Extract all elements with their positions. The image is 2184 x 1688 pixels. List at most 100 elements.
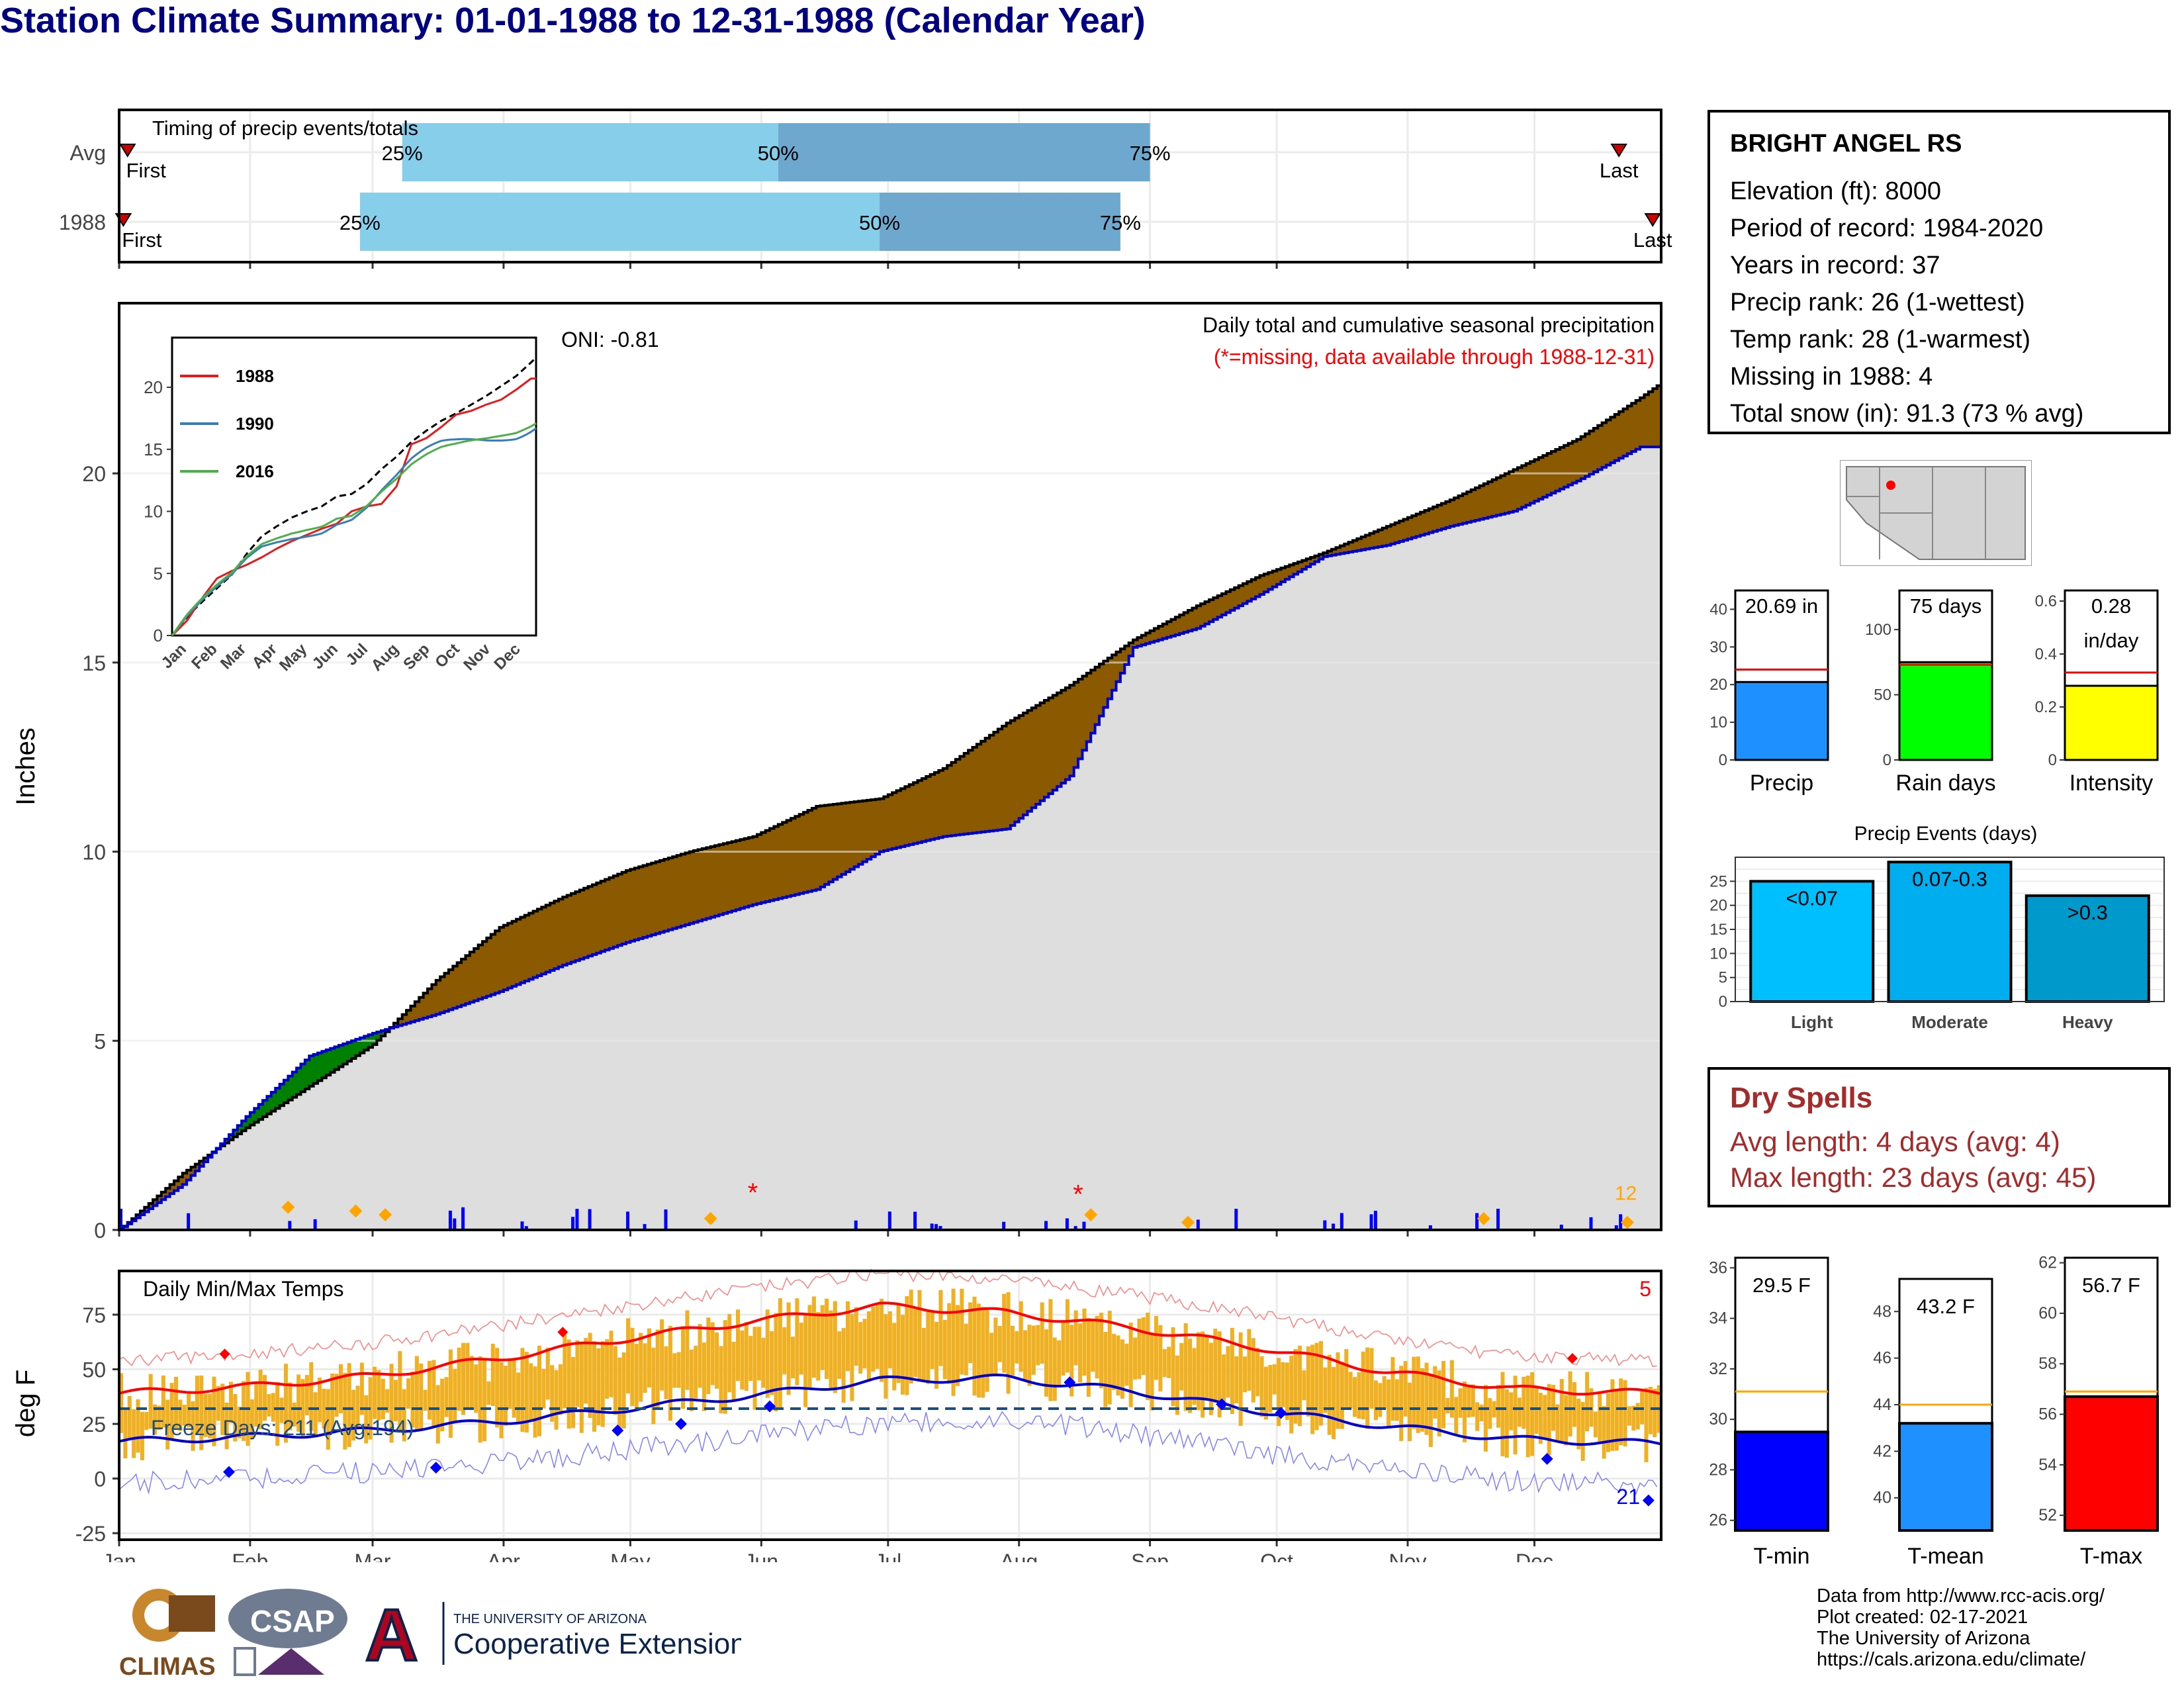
timing-panel-label: Timing of precip events/totals <box>152 117 418 140</box>
daily-temp-bar <box>900 1315 905 1395</box>
missing-caption: (*=missing, data available through 1988-… <box>1214 345 1655 369</box>
station-name: BRIGHT ANGEL RS <box>1730 130 1962 158</box>
daily-temp-bar <box>326 1389 330 1450</box>
daily-temp-bar <box>795 1298 799 1385</box>
daily-temp-bar <box>275 1382 280 1446</box>
daily-temp-bar <box>681 1326 686 1409</box>
timing-bar-25-50 <box>359 193 880 251</box>
record-low-marker <box>222 1466 235 1478</box>
daily-temp-bar <box>313 1392 318 1436</box>
daily-temp-bar <box>393 1380 398 1422</box>
daily-temp-bar <box>127 1395 132 1440</box>
daily-temp-bar <box>410 1371 415 1428</box>
daily-temp-bar <box>499 1362 504 1438</box>
daily-temp-bar <box>520 1348 525 1432</box>
daily-temp-bar <box>790 1336 795 1379</box>
daily-temp-bar <box>537 1345 541 1436</box>
daily-temp-bar <box>1255 1348 1260 1397</box>
daily-temp-bar <box>685 1310 690 1390</box>
avg-cumulative-line <box>119 383 1662 1231</box>
daily-temp-bar <box>613 1346 617 1415</box>
daily-precip-bar <box>187 1213 191 1230</box>
daily-temp-bar <box>453 1369 457 1422</box>
daily-temp-bar <box>866 1311 871 1382</box>
daily-temp-bar <box>740 1330 745 1390</box>
daily-precip-bar <box>1559 1225 1563 1230</box>
record-high-marker <box>557 1327 569 1338</box>
daily-precip-bar <box>520 1221 524 1230</box>
daily-temp-bar <box>621 1352 626 1429</box>
snow-marker <box>1620 1215 1634 1229</box>
daily-temp-bar <box>1103 1332 1108 1407</box>
credit-url: https://cals.arizona.edu/climate/ <box>1817 1649 2086 1670</box>
daily-temp-bar <box>153 1404 158 1435</box>
daily-temp-bar <box>1086 1317 1091 1397</box>
daily-precip-bar <box>461 1207 465 1230</box>
daily-temp-bar <box>1390 1357 1395 1421</box>
daily-precip-bar <box>1475 1213 1479 1230</box>
daily-temp-bar <box>871 1307 876 1372</box>
timing-pct-label: 25% <box>382 142 423 165</box>
daily-temp-bar <box>516 1372 521 1424</box>
summary-bar-ytick-label: 50 <box>1874 686 1891 704</box>
daily-temp-bar <box>373 1366 377 1419</box>
daily-temp-bar <box>1441 1360 1446 1429</box>
daily-temp-bar <box>563 1330 567 1409</box>
daily-temp-bar <box>1543 1395 1547 1438</box>
daily-temp-bar <box>985 1310 989 1392</box>
daily-temp-bar <box>1205 1336 1209 1399</box>
daily-temp-bar <box>1525 1376 1530 1458</box>
temp-bar-ytick-label: 32 <box>1709 1360 1727 1378</box>
daily-temp-bar <box>1162 1349 1167 1378</box>
daily-temp-bar <box>173 1376 178 1430</box>
daily-temp-bar <box>1555 1404 1560 1442</box>
daily-temp-bar <box>1175 1355 1179 1415</box>
temp-ytick-label: 50 <box>82 1358 106 1382</box>
daily-temp-bar <box>1373 1380 1378 1421</box>
arizona-locator-map <box>1840 460 2032 566</box>
daily-temp-bar <box>837 1331 842 1379</box>
first-event-marker <box>118 144 136 158</box>
daily-temp-bar <box>338 1364 343 1414</box>
daily-temp-bar <box>182 1405 187 1426</box>
daily-temp-bar <box>1222 1354 1226 1409</box>
daily-precip-bar <box>913 1211 917 1230</box>
daily-precip-bar <box>119 1208 122 1230</box>
precip-lower-fill <box>119 447 1661 1230</box>
daily-temp-bar <box>428 1360 432 1420</box>
daily-temp-bar <box>782 1327 787 1375</box>
daily-temp-bar <box>976 1303 981 1398</box>
daily-temp-bar <box>1002 1293 1007 1373</box>
daily-temp-bar <box>322 1388 326 1429</box>
events-frame <box>1735 857 2165 1002</box>
temp-ytick-label: 25 <box>82 1413 106 1436</box>
daily-temp-bar <box>178 1399 183 1431</box>
daily-temp-bar <box>423 1389 428 1411</box>
timing-pct-label: 75% <box>1130 142 1171 165</box>
timing-pct-label: 25% <box>340 211 381 234</box>
precip-rank-line: Precip rank: 26 (1-wettest) <box>1730 289 2025 316</box>
daily-precip-bar <box>453 1218 457 1230</box>
daily-temp-bar <box>664 1346 668 1399</box>
daily-temp-bars <box>119 1288 1661 1462</box>
daily-temp-bar <box>267 1394 271 1417</box>
record-low-marker <box>1275 1407 1287 1419</box>
daily-temp-bar <box>816 1312 821 1381</box>
daily-temp-bar <box>1268 1364 1273 1413</box>
precip-ytick-label: 10 <box>82 841 106 865</box>
daily-temp-bar <box>157 1405 161 1430</box>
daily-temp-bar <box>233 1394 238 1442</box>
summary-bar <box>1734 680 1829 761</box>
daily-temp-bar <box>1416 1356 1420 1433</box>
record-low-marker <box>430 1462 442 1474</box>
events-ytick-label: 15 <box>1709 921 1727 939</box>
daily-temp-bar <box>1619 1378 1623 1446</box>
csap-logo-text: CSAP <box>250 1604 335 1638</box>
daily-temp-bar <box>600 1341 605 1427</box>
daily-temp-bar <box>529 1363 533 1421</box>
events-bar <box>1887 861 2013 1004</box>
timing-row-label: Avg <box>69 141 106 165</box>
record-low-marker <box>1064 1376 1076 1389</box>
timing-bar-25-50 <box>402 123 778 181</box>
daily-precip-bar <box>524 1226 528 1230</box>
